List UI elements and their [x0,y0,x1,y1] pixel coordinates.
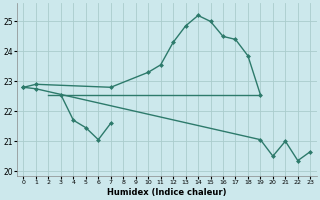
X-axis label: Humidex (Indice chaleur): Humidex (Indice chaleur) [107,188,227,197]
